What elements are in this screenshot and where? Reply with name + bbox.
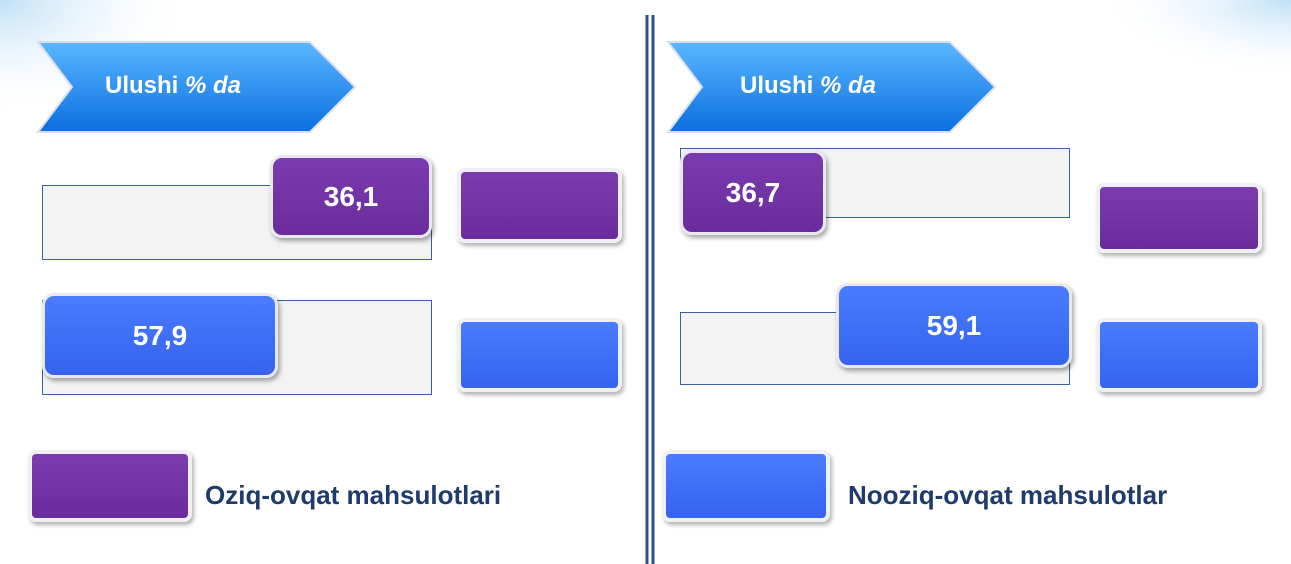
corner-glow [1091,0,1291,80]
header-arrow [665,41,997,133]
value-box: 36,1 [270,155,432,238]
legend-label: Nooziq-ovqat mahsulotlar [848,480,1168,510]
value-box: 57,9 [42,293,278,378]
header: Ulushi % da [740,72,877,99]
legend-swatch [28,450,192,522]
swatch [1096,183,1262,253]
swatch [457,168,622,243]
value-box: 59,1 [836,283,1072,368]
swatch [457,318,622,392]
legend-swatch [662,450,830,522]
swatch [1096,318,1262,392]
value-box: 36,7 [680,150,826,235]
header: Ulushi % da [105,72,242,99]
legend-label: Oziq-ovqat mahsulotlari [205,480,502,510]
header-arrow [35,41,357,133]
